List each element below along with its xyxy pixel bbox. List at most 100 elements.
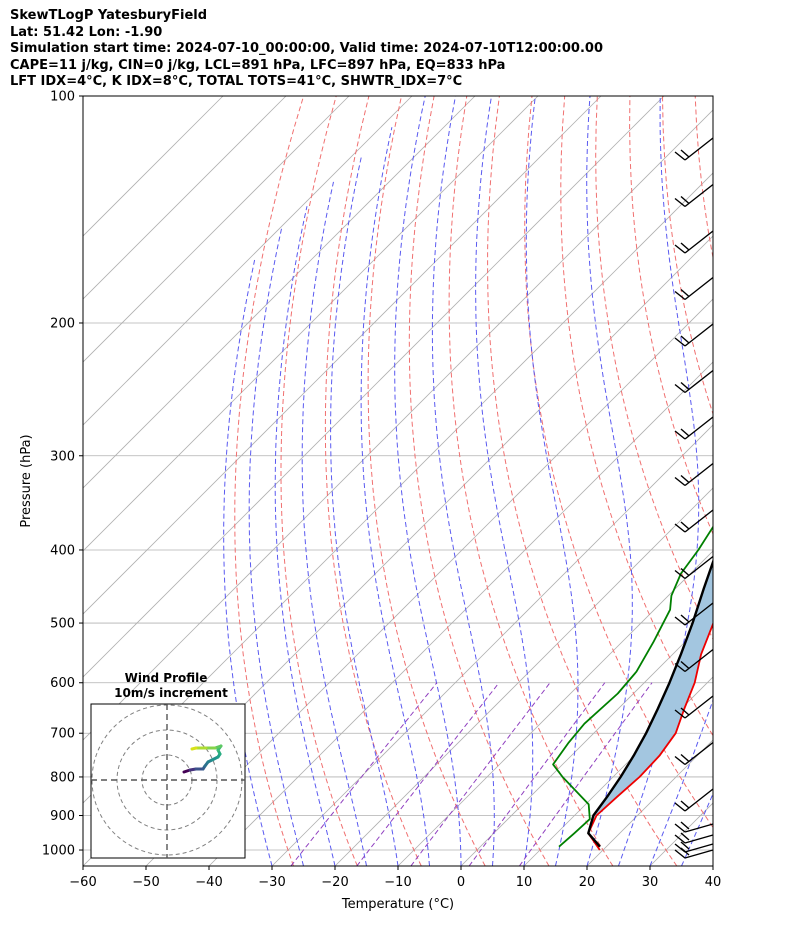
time-text: Simulation start time: 2024-07-10_00:00:… bbox=[10, 41, 603, 57]
wind-barb bbox=[674, 555, 714, 580]
mixing-ratio-line bbox=[356, 682, 500, 866]
barb-flag bbox=[680, 288, 690, 298]
barb-flag bbox=[680, 841, 690, 850]
temperature-line bbox=[587, 621, 713, 851]
barb-flag bbox=[680, 149, 690, 158]
barb-flag bbox=[680, 567, 690, 577]
barb-flag bbox=[680, 753, 690, 763]
barb-staff bbox=[684, 276, 714, 301]
barb-staff bbox=[684, 555, 714, 580]
hodograph-inset: Wind Profile 10m/s increment bbox=[90, 671, 246, 859]
wind-barb bbox=[674, 832, 714, 844]
isotherm-line bbox=[83, 96, 476, 489]
isotherm-line bbox=[83, 109, 713, 741]
barb-flag bbox=[680, 821, 690, 830]
wind-barb bbox=[674, 369, 714, 394]
barb-flag bbox=[674, 151, 686, 161]
barb-staff bbox=[684, 843, 714, 853]
barb-flag bbox=[674, 430, 686, 440]
hodograph-title: Wind Profile bbox=[125, 671, 208, 685]
isotherm-line bbox=[271, 424, 713, 866]
dry-adiabat bbox=[448, 96, 614, 866]
wind-barb bbox=[674, 276, 714, 301]
isotherm-line bbox=[83, 96, 539, 552]
dry-adiabat bbox=[487, 96, 678, 866]
isotherm-line bbox=[83, 96, 602, 615]
location-text: Lat: 51.42 Lon: -1.90 bbox=[10, 24, 163, 40]
barb-flag bbox=[680, 242, 690, 251]
barb-flag bbox=[680, 428, 690, 437]
y-tick-label: 600 bbox=[50, 676, 75, 691]
moist-adiabat bbox=[649, 698, 713, 866]
dry-adiabat bbox=[728, 96, 794, 866]
barb-flag bbox=[674, 290, 686, 301]
barb-staff bbox=[684, 369, 714, 394]
wind-barb bbox=[674, 695, 714, 719]
wind-barb bbox=[674, 847, 714, 859]
axes: −60 −50 −40 −30 −20 −10 0 10 20 30 40 1000 900 800 700… bbox=[42, 90, 721, 891]
x-axis-label: Temperature (°C) bbox=[341, 897, 454, 912]
moist-adiabat bbox=[248, 228, 304, 866]
barb-flag bbox=[674, 802, 686, 812]
wind-barb bbox=[674, 509, 714, 533]
wind-barb bbox=[674, 416, 714, 440]
barb-flag bbox=[680, 195, 690, 205]
dry-adiabat bbox=[760, 96, 794, 866]
barb-flag bbox=[680, 381, 690, 391]
barb-flag bbox=[674, 197, 686, 208]
x-tick-label: 10 bbox=[516, 875, 533, 890]
isotherm-line bbox=[145, 298, 713, 866]
y-tick-label: 300 bbox=[50, 449, 75, 464]
barb-flag bbox=[680, 335, 690, 344]
barb-staff bbox=[684, 462, 714, 487]
wind-barb bbox=[674, 602, 714, 626]
wind-barb bbox=[674, 648, 714, 673]
moist-adiabat bbox=[330, 155, 399, 866]
y-tick-label: 900 bbox=[50, 809, 75, 824]
hodograph-plot bbox=[91, 704, 245, 858]
wind-barb bbox=[674, 230, 714, 254]
barb-flag bbox=[674, 616, 686, 626]
barb-staff bbox=[684, 183, 714, 208]
barb-flag bbox=[674, 383, 686, 394]
barb-flag bbox=[680, 800, 690, 809]
barb-flag bbox=[674, 337, 686, 347]
moist-adiabat bbox=[712, 864, 713, 866]
moist-adiabat bbox=[274, 206, 336, 866]
moist-adiabat bbox=[394, 96, 462, 866]
isotherm-line bbox=[334, 487, 713, 866]
isotherm-line bbox=[83, 96, 413, 426]
isotherm-line bbox=[460, 613, 713, 866]
wind-barb bbox=[674, 821, 714, 833]
dewpoint-line bbox=[552, 525, 713, 848]
mixing-ratio-line bbox=[518, 682, 653, 866]
moist-adiabat bbox=[681, 792, 713, 866]
moist-adiabat bbox=[618, 96, 700, 866]
barb-staff bbox=[684, 602, 714, 626]
barb-staff bbox=[684, 230, 714, 254]
hodograph-subtitle: 10m/s increment bbox=[114, 686, 228, 700]
isotherm-line bbox=[83, 96, 350, 363]
barb-staff bbox=[684, 509, 714, 533]
mixing-ratio-line bbox=[410, 682, 551, 866]
chart-header: SkewTLogP YatesburyField Lat: 51.42 Lon:… bbox=[10, 8, 603, 91]
y-tick-label: 1000 bbox=[42, 844, 75, 859]
dry-adiabat bbox=[408, 96, 550, 866]
moist-adiabat bbox=[360, 127, 430, 866]
x-tick-label: −30 bbox=[258, 875, 285, 890]
barb-flag bbox=[674, 244, 686, 254]
moist-adiabat bbox=[475, 96, 534, 866]
mixing-ratio-line bbox=[290, 682, 438, 866]
barb-flag bbox=[674, 849, 686, 859]
barb-staff bbox=[684, 849, 714, 859]
barb-flag bbox=[680, 832, 690, 841]
cape-text: CAPE=11 j/kg, CIN=0 j/kg, LCL=891 hPa, L… bbox=[10, 57, 506, 73]
x-tick-label: −50 bbox=[132, 875, 159, 890]
dry-adiabat bbox=[280, 96, 358, 866]
x-tick-label: −20 bbox=[321, 875, 348, 890]
barb-flag bbox=[680, 660, 690, 670]
wind-barb bbox=[674, 841, 714, 853]
grid-layer bbox=[83, 96, 794, 866]
isotherm-line bbox=[83, 96, 665, 678]
